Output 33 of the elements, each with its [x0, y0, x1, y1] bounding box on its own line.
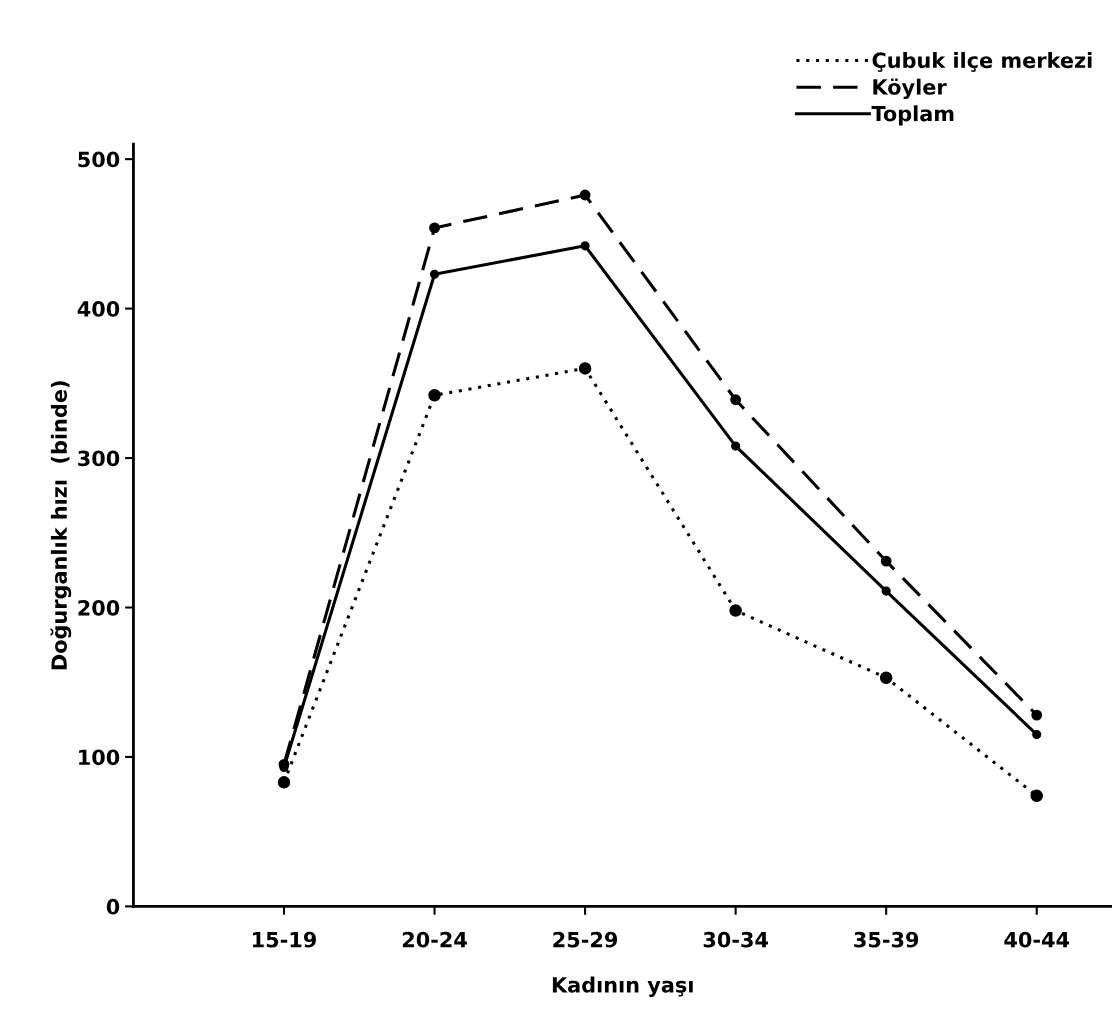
- y-tick-label: 400: [77, 301, 120, 317]
- point: [1032, 729, 1042, 740]
- point: [277, 776, 291, 789]
- point: [881, 586, 891, 596]
- point: [731, 441, 741, 451]
- point: [1030, 789, 1043, 803]
- y-tick-label: 500: [78, 151, 120, 168]
- y-tick-label: 300: [78, 450, 120, 467]
- x-tick-label: 20-24: [402, 931, 467, 948]
- point: [429, 222, 440, 234]
- point: [580, 241, 590, 251]
- x-axis-title: Kadının yaşı: [552, 976, 693, 997]
- x-tick-label: 35-39: [854, 931, 919, 948]
- y-tick-label: 0: [106, 898, 120, 915]
- point: [579, 189, 591, 201]
- legend-label: Köyler: [873, 78, 947, 100]
- y-axis-title: Doğurganlık hızı (binde): [50, 381, 72, 670]
- x-tick-label: 40-44: [1004, 931, 1070, 948]
- y-tick-label: 100: [79, 749, 120, 766]
- point: [1031, 709, 1043, 721]
- point: [880, 555, 892, 567]
- x-tick-label: 15-19: [253, 931, 316, 948]
- legend-label: Toplam: [871, 105, 954, 126]
- point: [578, 362, 592, 375]
- y-tick-label: 200: [78, 599, 120, 616]
- legend-label: Çubuk ilçe merkezi: [872, 52, 1092, 72]
- point: [730, 394, 742, 406]
- x-tick-label: 30-34: [703, 931, 768, 948]
- point: [428, 389, 441, 402]
- point: [729, 604, 742, 617]
- point: [429, 269, 440, 279]
- x-tick-label: 25-29: [553, 931, 618, 948]
- point: [879, 671, 893, 684]
